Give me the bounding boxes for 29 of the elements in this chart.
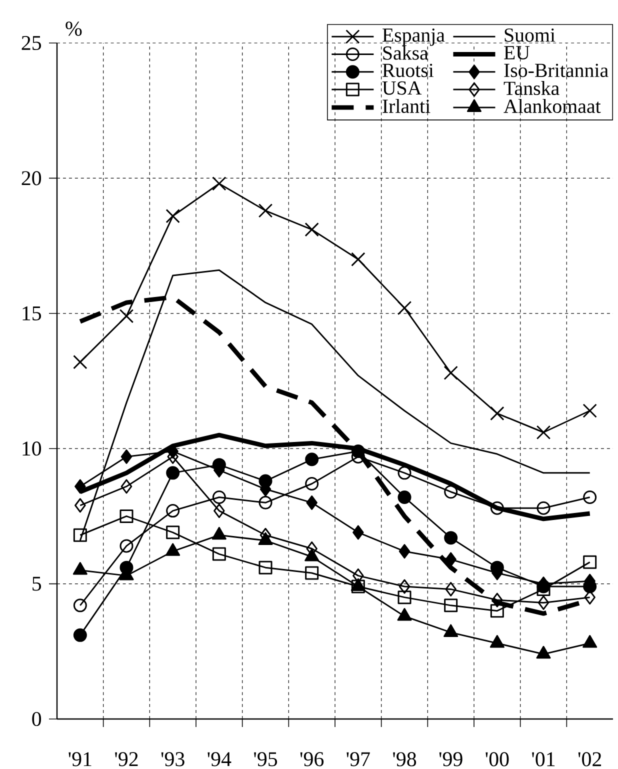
x-tick-label: '00 bbox=[486, 752, 509, 766]
legend-label: Saksa bbox=[383, 46, 428, 60]
legend-label: Ruotsi bbox=[382, 64, 434, 78]
x-tick-label: '98 bbox=[393, 752, 416, 766]
y-tick-label: 0 bbox=[32, 712, 42, 726]
x-tick-label: '94 bbox=[208, 752, 232, 766]
y-tick-label: 5 bbox=[32, 576, 42, 591]
legend-label: Tanska bbox=[504, 81, 560, 96]
legend-label: Alankomaat bbox=[504, 98, 601, 113]
x-tick-label: '99 bbox=[439, 752, 462, 766]
legend-label: USA bbox=[382, 81, 422, 95]
legend-label: Iso-Britannia bbox=[504, 64, 608, 78]
x-tick-label: '97 bbox=[346, 752, 370, 766]
legend-label: Suomi bbox=[504, 28, 556, 42]
x-tick-label: '01 bbox=[532, 752, 555, 766]
x-tick-label: '96 bbox=[300, 752, 324, 766]
y-tick-label: 20 bbox=[22, 171, 42, 186]
x-tick-label: '92 bbox=[115, 752, 138, 766]
legend-label: Irlanti bbox=[382, 98, 430, 113]
y-tick-label: 25 bbox=[22, 36, 42, 50]
legend-label: EU bbox=[504, 46, 530, 60]
x-tick-label: '93 bbox=[161, 752, 184, 766]
x-tick-label: '02 bbox=[578, 752, 602, 766]
y-tick-label: 10 bbox=[22, 442, 42, 456]
x-tick-label: '95 bbox=[254, 752, 278, 766]
y-tick-label: 15 bbox=[22, 306, 42, 320]
x-tick-label: '91 bbox=[68, 752, 92, 766]
legend-label: Espanja bbox=[382, 28, 445, 46]
y-axis-title: % bbox=[66, 22, 82, 36]
